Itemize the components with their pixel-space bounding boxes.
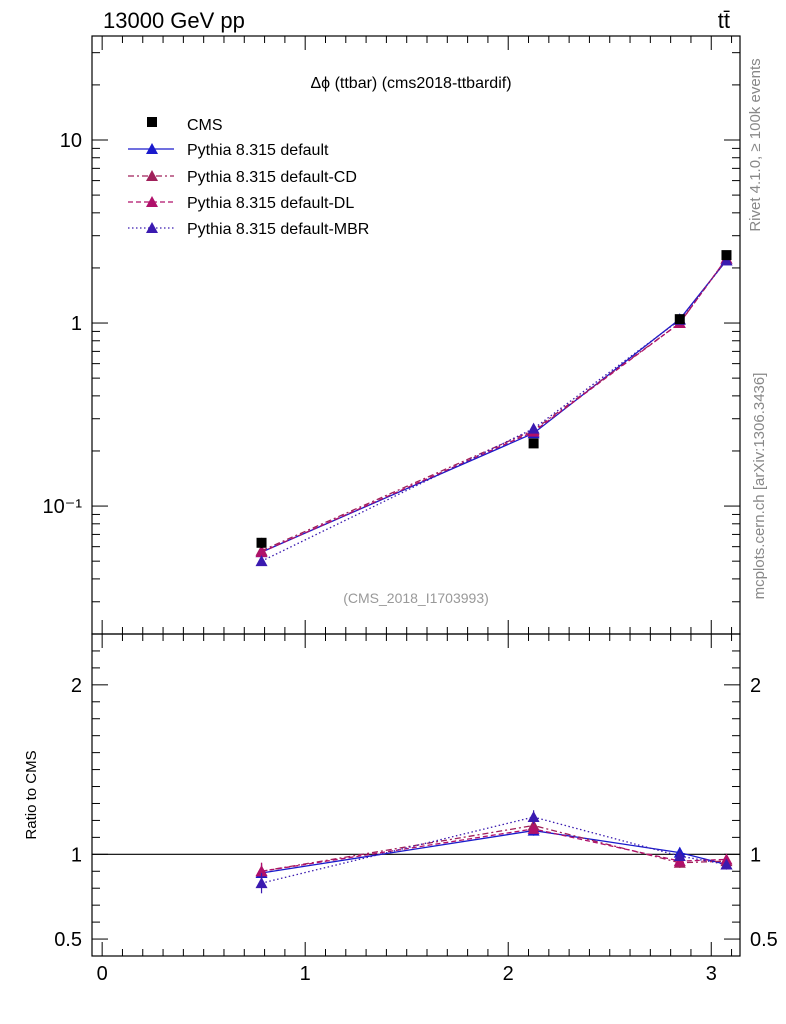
ratio-tick-label-left: 2	[71, 675, 82, 697]
y-tick-label: 1	[71, 313, 82, 335]
legend-label-cms: CMS	[187, 117, 223, 134]
ratio-point-3	[255, 877, 268, 889]
cms-data-point	[721, 250, 732, 261]
series-layer	[255, 252, 733, 894]
x-tick-label: 2	[503, 963, 514, 985]
ratio-line-1	[261, 824, 727, 872]
legend-label-default-mbr: Pythia 8.315 default-MBR	[187, 221, 369, 238]
x-tick-label: 0	[97, 963, 108, 985]
legend-cms-marker	[147, 117, 157, 127]
header-process-label: tt̄	[718, 8, 730, 33]
ratio-point-3	[720, 858, 733, 870]
series-line-2	[261, 258, 728, 553]
mcplots-label: mcplots.cern.ch [arXiv:1306.3436]	[751, 373, 768, 600]
data-layer	[256, 250, 732, 549]
legend-label-default: Pythia 8.315 default	[187, 142, 329, 159]
ratio-point-2	[255, 865, 268, 877]
header-energy-label: 13000 GeV pp	[103, 8, 245, 33]
axes-layer: 0 1 2 3 10⁻¹ 1 10 0.5 0.5 1 1 2 2	[43, 36, 778, 985]
legend-label-default-dl: Pythia 8.315 default-DL	[187, 195, 354, 212]
x-tick-label: 3	[706, 963, 717, 985]
ratio-tick-label-left: 0.5	[54, 929, 82, 951]
series-point-3	[255, 555, 268, 567]
legend-marker-default-cd	[146, 170, 158, 181]
x-tick-label: 1	[300, 963, 311, 985]
series-line-1	[261, 258, 728, 552]
legend-label-default-cd: Pythia 8.315 default-CD	[187, 169, 357, 186]
legend: CMS Pythia 8.315 default Pythia 8.315 de…	[128, 117, 369, 238]
plot-title: Δϕ (ttbar) (cms2018-ttbardif)	[310, 75, 511, 92]
ratio-plot-frame	[91, 633, 741, 957]
ratio-tick-label-right: 1	[750, 844, 761, 866]
cms-data-point	[674, 314, 685, 325]
ratio-axis-label: Ratio to CMS	[23, 750, 40, 839]
ratio-line-2	[261, 828, 727, 872]
cms-data-point	[528, 438, 539, 449]
ratio-line-3	[261, 816, 727, 884]
series-line-3	[261, 259, 727, 562]
y-tick-label: 10	[60, 130, 82, 152]
legend-marker-default	[146, 143, 158, 154]
analysis-watermark: (CMS_2018_I1703993)	[343, 590, 489, 606]
legend-marker-default-mbr	[146, 222, 158, 233]
ratio-point-3	[673, 850, 686, 862]
ratio-point-3	[527, 811, 540, 823]
ratio-line-0	[261, 829, 727, 874]
rivet-version-label: Rivet 4.1.0, ≥ 100k events	[747, 58, 764, 231]
ratio-tick-label-right: 0.5	[750, 929, 778, 951]
y-tick-label: 10⁻¹	[43, 496, 83, 518]
series-line-0	[261, 259, 727, 553]
cms-data-point	[256, 537, 267, 548]
ratio-tick-label-left: 1	[71, 844, 82, 866]
ratio-tick-label-right: 2	[750, 675, 761, 697]
series-point-3	[527, 422, 540, 434]
legend-marker-default-dl	[146, 196, 158, 207]
series-point-2	[255, 546, 268, 558]
ratio-point-2	[527, 822, 540, 834]
